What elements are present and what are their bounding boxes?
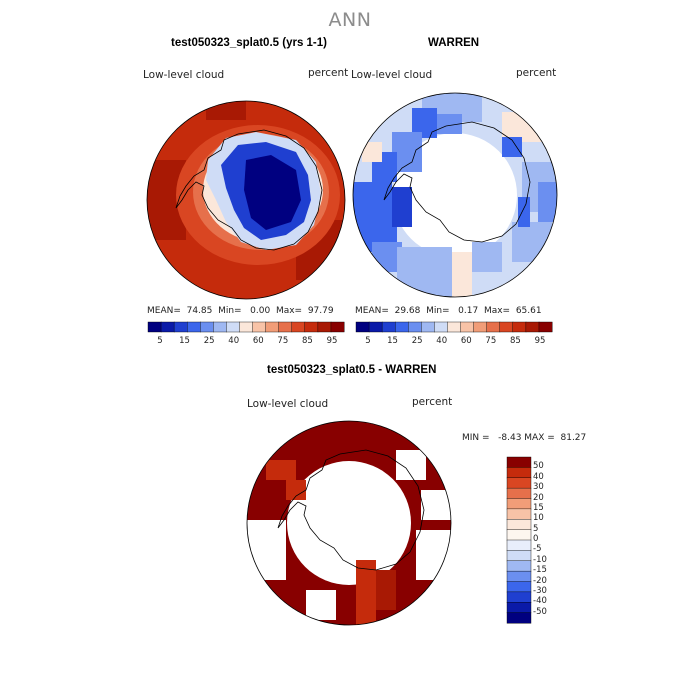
colorbar-tick-label: 5: [365, 336, 371, 346]
panel2-title: WARREN: [428, 37, 480, 49]
colorbar-tick-label: 40: [436, 336, 448, 346]
panel1-variable-label: Low-level cloud: [143, 69, 225, 81]
colorbar-swatch: [160, 321, 175, 333]
main-title: ANN: [328, 9, 372, 31]
colorbar-swatch: [506, 591, 532, 603]
colorbar-swatch: [187, 321, 201, 333]
colorbar-tick-label: 60: [460, 336, 472, 346]
colorbar-swatch: [330, 321, 345, 333]
colorbar-swatch: [408, 321, 422, 333]
colorbar-tick-label: 50: [533, 461, 544, 472]
colorbar-tick-label: -15: [533, 565, 547, 576]
panel3-units-label: percent: [412, 396, 453, 408]
colorbar-tick-label: 5: [157, 336, 163, 346]
colorbar-tick-label: 5: [533, 523, 539, 534]
colorbar-swatch: [525, 321, 540, 333]
colorbar-swatch: [278, 321, 293, 333]
colorbar-tick-label: 15: [533, 502, 544, 513]
panel3-stats: MIN = -8.43 MAX = 81.27: [462, 433, 587, 443]
colorbar-tick-label: 85: [302, 336, 313, 346]
colorbar-tick-label: 25: [203, 336, 215, 346]
colorbar-swatch: [506, 498, 532, 510]
colorbar-swatch: [506, 612, 532, 624]
colorbar-swatch: [512, 321, 527, 333]
colorbar-tick-label: 15: [179, 336, 190, 346]
colorbar-tick-label: 60: [252, 336, 264, 346]
colorbar-tick-label: 95: [326, 336, 338, 346]
panel3-colorbar: [506, 456, 532, 624]
colorbar-tick-label: -40: [533, 596, 547, 607]
colorbar-swatch: [421, 321, 435, 333]
colorbar-swatch: [200, 321, 214, 333]
colorbar-swatch: [506, 519, 532, 531]
panel1-colorbar-ticks: 5 15 25 40 60 75 85 95: [148, 336, 344, 348]
panel1-colorbar: [147, 321, 345, 333]
colorbar-swatch: [506, 539, 532, 551]
panel1-units-label: percent: [308, 67, 349, 79]
colorbar-swatch: [381, 321, 396, 333]
colorbar-swatch: [506, 456, 532, 468]
panel2-units-label: percent: [516, 67, 557, 79]
colorbar-tick-label: 15: [387, 336, 398, 346]
colorbar-tick-label: 75: [277, 336, 289, 346]
colorbar-swatch: [355, 321, 370, 333]
colorbar-tick-label: -10: [533, 554, 547, 565]
colorbar-tick-label: 30: [533, 482, 544, 493]
colorbar-tick-label: -20: [533, 575, 547, 586]
colorbar-tick-label: 85: [510, 336, 521, 346]
panel3-map: [246, 420, 452, 626]
panel1-title: test050323_splat0.5 (yrs 1-1): [171, 37, 327, 49]
colorbar-tick-label: 95: [534, 336, 546, 346]
colorbar-tick-label: 25: [411, 336, 423, 346]
colorbar-tick-label: 75: [485, 336, 497, 346]
colorbar-swatch: [434, 321, 448, 333]
colorbar-swatch: [147, 321, 162, 333]
panel3-variable-label: Low-level cloud: [247, 398, 329, 410]
panel2-variable-label: Low-level cloud: [351, 69, 433, 81]
colorbar-swatch: [265, 321, 280, 333]
colorbar-swatch: [506, 529, 532, 541]
colorbar-tick-label: 40: [533, 471, 544, 482]
colorbar-tick-label: -50: [533, 606, 547, 617]
colorbar-tick-label: -5: [533, 544, 542, 555]
colorbar-swatch: [395, 321, 409, 333]
colorbar-swatch: [506, 467, 532, 479]
colorbar-swatch: [506, 487, 532, 500]
colorbar-swatch: [173, 321, 188, 333]
panel2-stats: MEAN= 29.68 Min= 0.17 Max= 65.61: [355, 306, 542, 316]
colorbar-tick-label: -30: [533, 585, 547, 596]
colorbar-swatch: [213, 321, 227, 333]
colorbar-swatch: [460, 321, 475, 333]
colorbar-swatch: [291, 321, 306, 333]
colorbar-swatch: [506, 550, 532, 562]
panel2-colorbar-ticks: 5 15 25 40 60 75 85 95: [356, 336, 552, 348]
colorbar-swatch: [239, 321, 254, 333]
colorbar-swatch: [506, 570, 532, 583]
colorbar-swatch: [226, 321, 240, 333]
colorbar-tick-label: 10: [533, 513, 544, 524]
colorbar-tick-label: 40: [228, 336, 240, 346]
colorbar-swatch: [506, 581, 532, 593]
colorbar-swatch: [538, 321, 553, 333]
panel3-colorbar-ticks: 50 40 30 20 15 10 5 0 -5 -10 -15 -20 -30 -40 -50: [533, 457, 575, 623]
colorbar-swatch: [473, 321, 488, 333]
colorbar-tick-label: 20: [533, 492, 544, 503]
panel1-stats: MEAN= 74.85 Min= 0.00 Max= 97.79: [147, 306, 334, 316]
colorbar-swatch: [304, 321, 319, 333]
colorbar-swatch: [368, 321, 383, 333]
colorbar-swatch: [252, 321, 267, 333]
panel2-map: [352, 92, 558, 298]
panel3-title: test050323_splat0.5 - WARREN: [267, 364, 437, 376]
colorbar-swatch: [506, 508, 532, 520]
colorbar-swatch: [499, 321, 514, 333]
colorbar-swatch: [506, 560, 532, 572]
colorbar-swatch: [506, 602, 532, 614]
colorbar-tick-label: 0: [533, 534, 539, 544]
panel1-map: [146, 100, 346, 300]
colorbar-swatch: [317, 321, 332, 333]
colorbar-swatch: [447, 321, 462, 333]
panel2-colorbar: [355, 321, 553, 333]
colorbar-swatch: [506, 477, 532, 489]
colorbar-swatch: [486, 321, 501, 333]
